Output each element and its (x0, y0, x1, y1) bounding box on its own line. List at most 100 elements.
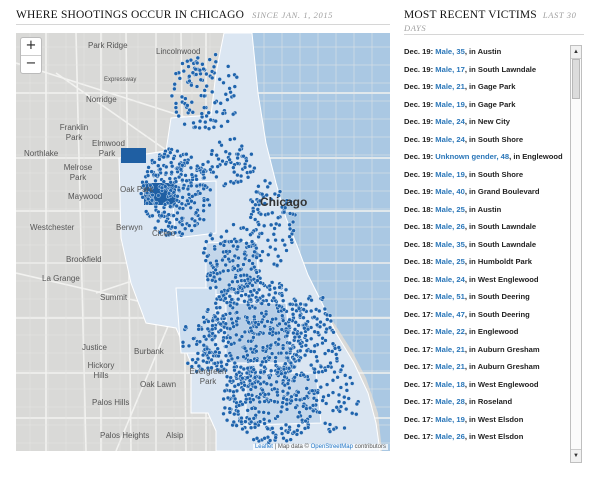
victim-date: Dec. 19: (404, 47, 434, 56)
victim-item: Dec. 18: Male, 35, in South Lawndale (404, 239, 537, 249)
leaflet-link[interactable]: Leaflet (254, 444, 273, 450)
victim-location: South Deering (477, 309, 530, 319)
victim-item: Dec. 19: Male, 35, in Austin (404, 47, 502, 56)
zoom-in-button[interactable]: + (21, 38, 41, 56)
place-label: Summit (100, 293, 128, 302)
victim-description-link[interactable]: Male, 21 (435, 82, 465, 91)
victims-list[interactable]: Dec. 19: Male, 35, in Austin Dec. 19: Mal… (404, 43, 567, 455)
victim-description-link[interactable]: Male, 26 (435, 222, 465, 231)
victim-item: Dec. 17: Male, 18, in West Englewood (404, 379, 539, 389)
victim-description-link[interactable]: Male, 18 (435, 379, 465, 389)
victim-description-link[interactable]: Male, 35 (435, 47, 465, 56)
victim-item: Dec. 19: Male, 21, in Gage Park (404, 82, 516, 91)
map-canvas[interactable] (16, 33, 390, 451)
map-title: WHERE SHOOTINGS OCCUR IN CHICAGO (16, 9, 245, 21)
victim-description-link[interactable]: Male, 24 (435, 274, 465, 284)
victim-date: Dec. 17: (404, 432, 434, 441)
victim-date: Dec. 17: (404, 379, 434, 389)
osm-link[interactable]: OpenStreetMap (310, 444, 353, 450)
shooting-dots (138, 52, 361, 445)
map-section-heading: WHERE SHOOTINGS OCCUR IN CHICAGO SINCE JA… (16, 9, 333, 21)
victim-item: Dec. 17: Male, 19, in West Elsdon (404, 414, 524, 424)
place-label: Berwyn (116, 223, 143, 232)
victim-item: Dec. 18: Male, 25, in Humboldt Park (404, 257, 532, 266)
victim-item: Dec. 19: Unknown gender, 48, in Englewoo… (404, 152, 563, 161)
scroll-up-button[interactable]: ▲ (571, 46, 581, 59)
zoom-out-button[interactable]: − (25, 56, 37, 71)
victim-date: Dec. 17: (404, 309, 434, 319)
victims-subtitle: LAST 30 DAYS (404, 10, 577, 33)
place-label: Burbank (134, 347, 164, 356)
victim-item: Dec. 19: Male, 40, in Grand Boulevard (404, 187, 540, 196)
victim-location: Gage Park (477, 82, 516, 91)
place-label: Oak Park (120, 185, 154, 194)
victim-location: South Lawndale (477, 222, 537, 231)
victim-location: Englewood (522, 152, 563, 161)
victim-description-link[interactable]: Male, 40 (435, 187, 465, 196)
victim-description-link[interactable]: Male, 21 (435, 344, 465, 354)
victim-location: West Elsdon (477, 414, 524, 424)
victim-item: Dec. 19: Male, 19, in Gage Park (404, 99, 516, 109)
victim-description-link[interactable]: Male, 22 (435, 327, 465, 336)
victim-location: Grand Boulevard (477, 187, 540, 196)
victims-scrollbar[interactable]: ▲ ▼ (570, 45, 582, 463)
victim-description-link[interactable]: Male, 35 (435, 239, 465, 249)
victim-date: Dec. 18: (404, 204, 434, 214)
victim-location: South Lawndale (477, 239, 537, 249)
victim-item: Dec. 18: Male, 24, in West Englewood (404, 274, 539, 284)
place-label: Lincolnwood (156, 47, 201, 56)
victim-description-link[interactable]: Male, 51 (435, 292, 465, 301)
victim-date: Dec. 18: (404, 222, 434, 231)
victim-item: Dec. 18: Male, 25, in Austin (404, 204, 502, 214)
victim-date: Dec. 17: (404, 397, 434, 406)
victim-description-link[interactable]: Male, 47 (435, 309, 465, 319)
victim-description-link[interactable]: Male, 28 (435, 397, 465, 406)
city-label: Chicago (260, 195, 308, 209)
scroll-thumb[interactable] (572, 59, 580, 99)
victim-location: Auburn Gresham (477, 362, 540, 371)
victim-description-link[interactable]: Male, 25 (435, 257, 465, 266)
heading-divider (16, 24, 390, 25)
victim-description-link[interactable]: Male, 24 (435, 134, 465, 144)
victim-date: Dec. 17: (404, 292, 434, 301)
victim-item: Dec. 19: Male, 24, in South Shore (404, 134, 524, 144)
victim-description-link[interactable]: Male, 19 (435, 169, 465, 179)
victim-date: Dec. 18: (404, 257, 434, 266)
victim-location: South Deering (477, 292, 530, 301)
victim-description-link[interactable]: Male, 25 (435, 204, 465, 214)
victim-item: Dec. 17: Male, 21, in Auburn Gresham (404, 344, 540, 354)
place-label: Justice (82, 343, 107, 352)
victim-date: Dec. 17: (404, 327, 434, 336)
scroll-down-button[interactable]: ▼ (571, 449, 581, 462)
victim-item: Dec. 17: Male, 21, in Auburn Gresham (404, 362, 540, 371)
place-label: Brookfield (66, 255, 102, 264)
shooting-map[interactable]: + − Park Ridge Lincolnwood Norridge Fran… (16, 33, 390, 451)
victim-date: Dec. 17: (404, 344, 434, 354)
victim-description-link[interactable]: Male, 24 (435, 117, 465, 126)
victim-date: Dec. 19: (404, 169, 434, 179)
place-label: Hickory Hills (87, 361, 115, 380)
victim-description-link[interactable]: Male, 19 (435, 99, 465, 109)
victim-location: South Lawndale (477, 64, 537, 74)
victim-description-link[interactable]: Male, 17 (435, 64, 465, 74)
victim-description-link[interactable]: Male, 26 (435, 432, 465, 441)
victim-date: Dec. 19: (404, 99, 434, 109)
zoom-control: + − (20, 37, 42, 74)
victim-description-link[interactable]: Unknown gender, 48 (435, 152, 510, 161)
place-label: Cicero (152, 229, 176, 238)
victim-location: West Englewood (477, 274, 539, 284)
victim-date: Dec. 19: (404, 134, 434, 144)
victim-item: Dec. 17: Male, 51, in South Deering (404, 292, 530, 301)
place-label: Evergreen Park (189, 367, 227, 386)
map-subtitle: SINCE JAN. 1, 2015 (252, 10, 334, 20)
victim-description-link[interactable]: Male, 21 (435, 362, 465, 371)
victim-date: Dec. 19: (404, 152, 434, 161)
place-label: Norridge (86, 95, 117, 104)
victim-item: Dec. 17: Male, 22, in Englewood (404, 327, 519, 336)
victim-location: Austin (477, 47, 502, 56)
victim-location: Auburn Gresham (477, 344, 540, 354)
place-label: Franklin Park (59, 123, 89, 142)
place-label: Westchester (30, 223, 75, 232)
victim-item: Dec. 19: Male, 17, in South Lawndale (404, 64, 537, 74)
victim-description-link[interactable]: Male, 19 (435, 414, 465, 424)
